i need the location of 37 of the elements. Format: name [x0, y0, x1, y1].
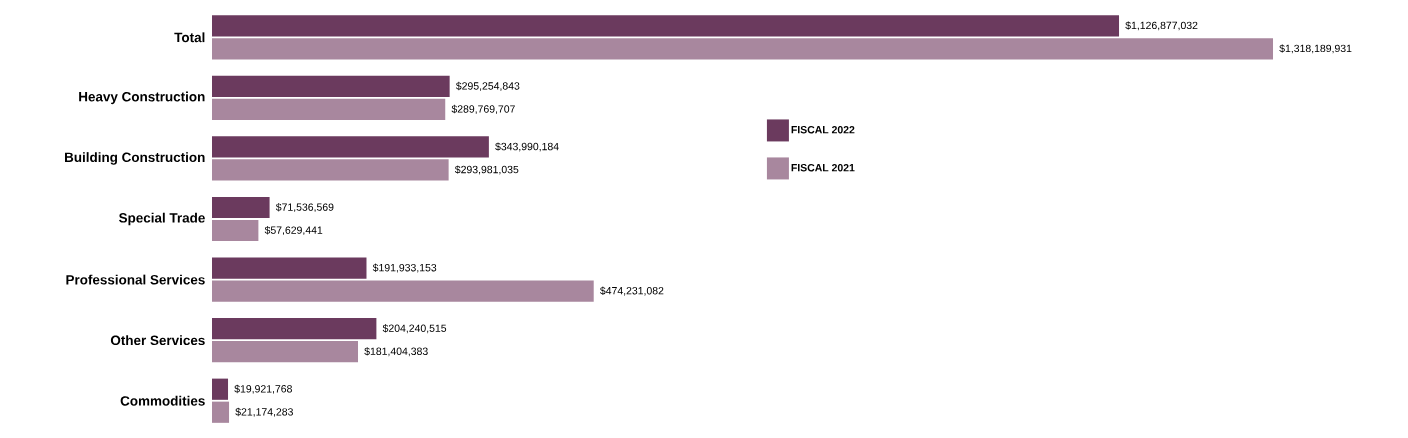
bar — [212, 75, 450, 97]
bar — [212, 401, 230, 423]
data-label: $71,536,569 — [275, 202, 334, 213]
data-label: $1,318,189,931 — [1279, 44, 1352, 54]
legend-label: FISCAL 2022 — [791, 126, 855, 134]
data-label: $191,933,153 — [372, 263, 437, 273]
y-tick-label: Special Trade — [118, 212, 205, 226]
y-tick-label: Professional Services — [66, 274, 205, 285]
y-tick-label: Other Services — [110, 335, 205, 346]
y-tick-label: Total — [174, 32, 205, 43]
bar — [212, 15, 1120, 37]
data-label: $181,404,383 — [364, 347, 428, 357]
y-tick-label: Building Construction — [65, 152, 205, 165]
bar — [212, 257, 367, 279]
bar — [212, 280, 594, 302]
bar — [212, 341, 359, 363]
y-tick-label: Heavy Construction — [79, 91, 205, 105]
bar — [212, 219, 259, 242]
data-label: $295,254,843 — [455, 81, 520, 91]
data-label: $293,981,035 — [454, 165, 519, 175]
data-label: $289,769,707 — [451, 104, 515, 114]
bar — [212, 378, 229, 400]
bar — [212, 38, 1274, 60]
data-label: $474,231,082 — [600, 286, 664, 296]
data-label: $1,126,877,032 — [1125, 21, 1198, 31]
data-label: $343,990,184 — [495, 142, 559, 152]
data-label: $57,629,441 — [264, 225, 323, 236]
bar — [212, 196, 270, 219]
data-label: $204,240,515 — [382, 324, 447, 334]
legend-label: FISCAL 2021 — [791, 164, 855, 172]
bar — [212, 318, 377, 340]
data-label: $21,174,283 — [235, 407, 293, 417]
bar — [212, 98, 446, 120]
y-tick-label: Commodities — [120, 395, 205, 406]
data-label: $19,921,768 — [234, 384, 292, 394]
bar — [212, 136, 489, 158]
bar — [212, 159, 449, 181]
